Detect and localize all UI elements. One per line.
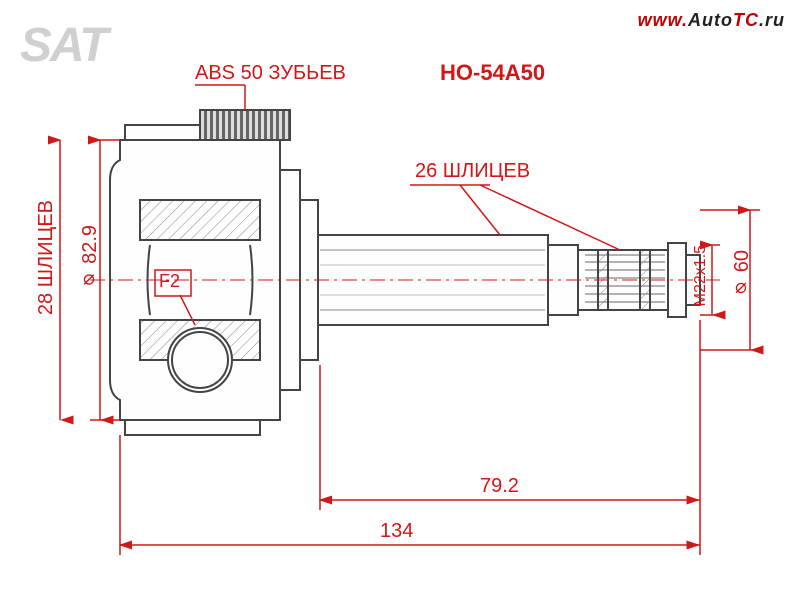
diameter-outer-label: ⌀ 60 bbox=[730, 250, 754, 302]
splines-inner-label: 28 ШЛИЦЕВ bbox=[35, 200, 58, 315]
length-shaft-label: 79.2 bbox=[480, 475, 519, 498]
drawing-svg bbox=[0, 0, 800, 600]
fit-label: F2 bbox=[159, 271, 180, 292]
thread-label: M22x1.5 bbox=[692, 245, 710, 306]
abs-label: ABS 50 ЗУБЬЕВ bbox=[195, 62, 346, 85]
cv-joint-housing bbox=[110, 110, 318, 435]
part-number: HO-54A50 bbox=[440, 60, 545, 86]
drawing-canvas: SAT www.AutoTC.ru bbox=[0, 0, 800, 600]
diameter-inner-label: ⌀ 82.9 bbox=[78, 225, 102, 293]
length-total-label: 134 bbox=[380, 520, 413, 543]
splines-outer-label: 26 ШЛИЦЕВ bbox=[415, 160, 530, 183]
